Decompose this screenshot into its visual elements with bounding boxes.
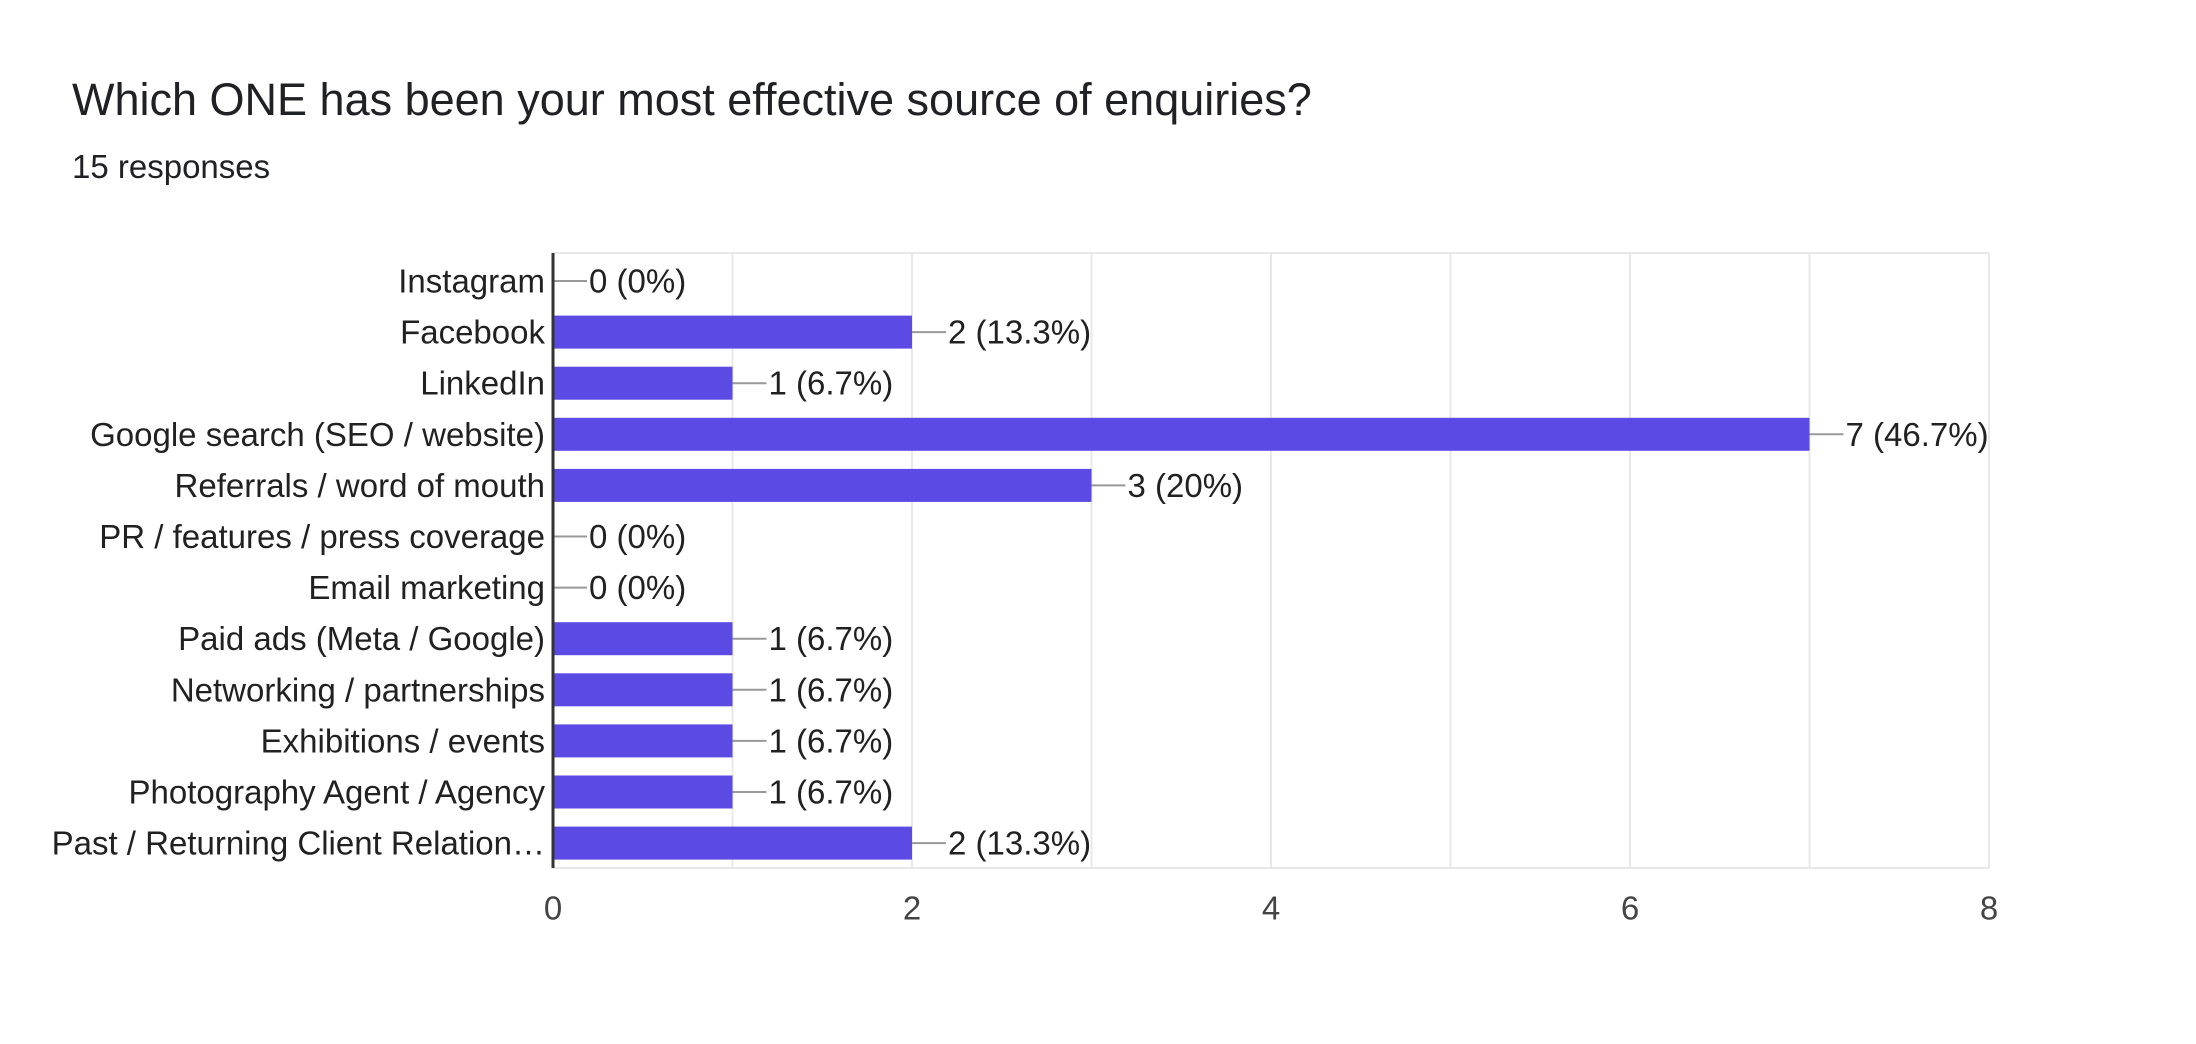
grid-lines — [553, 252, 1990, 869]
labels: Instagram 0 (0%) Facebook 2 (13.3%) LinkedIn… — [52, 263, 1999, 927]
bar — [553, 673, 733, 707]
data-label: 2 (13.3%) — [948, 825, 1091, 862]
category-label: Facebook — [400, 314, 545, 351]
x-tick-label: 2 — [903, 890, 921, 927]
data-label: 0 (0%) — [589, 263, 686, 300]
bar — [553, 366, 733, 400]
category-label: LinkedIn — [420, 365, 545, 402]
bar — [553, 315, 912, 349]
data-label: 1 (6.7%) — [769, 722, 894, 759]
category-label: Google search (SEO / website) — [90, 416, 545, 453]
bar — [553, 826, 912, 860]
data-label: 0 (0%) — [589, 569, 686, 606]
category-label: PR / features / press coverage — [99, 518, 545, 555]
bar — [553, 622, 733, 656]
data-label: 3 (20%) — [1128, 467, 1244, 504]
x-tick-label: 8 — [1980, 890, 1998, 927]
data-label: 1 (6.7%) — [769, 365, 894, 402]
data-label: 0 (0%) — [589, 518, 686, 555]
x-tick-label: 4 — [1262, 890, 1280, 927]
data-label: 1 (6.7%) — [769, 671, 894, 708]
data-label: 1 (6.7%) — [769, 774, 894, 811]
category-label: Paid ads (Meta / Google) — [178, 620, 545, 657]
bar — [553, 417, 1810, 451]
bar — [553, 775, 733, 809]
response-count: 15 responses — [72, 148, 271, 185]
category-label: Instagram — [398, 263, 545, 300]
category-label: Exhibitions / events — [261, 722, 545, 759]
data-label: 7 (46.7%) — [1846, 416, 1989, 453]
x-tick-label: 0 — [544, 890, 562, 927]
category-label: Past / Returning Client Relation… — [52, 825, 545, 862]
bar — [553, 468, 1092, 502]
bars — [553, 280, 1844, 860]
chart-title: Which ONE has been your most effective s… — [72, 74, 1312, 125]
x-tick-label: 6 — [1621, 890, 1639, 927]
data-label: 2 (13.3%) — [948, 314, 1091, 351]
category-label: Networking / partnerships — [171, 671, 545, 708]
bar — [553, 724, 733, 758]
category-label: Email marketing — [308, 569, 545, 606]
data-label: 1 (6.7%) — [769, 620, 894, 657]
category-label: Photography Agent / Agency — [129, 774, 546, 811]
category-label: Referrals / word of mouth — [175, 467, 545, 504]
